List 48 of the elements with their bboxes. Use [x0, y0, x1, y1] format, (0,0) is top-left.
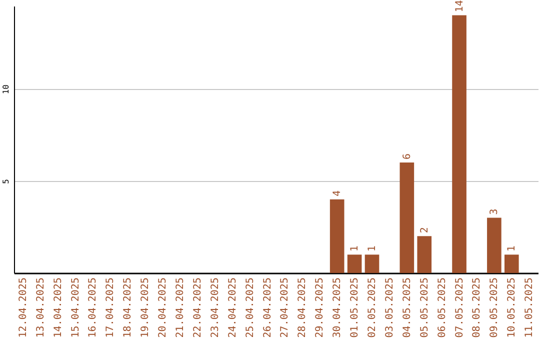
- bar: [364, 254, 380, 273]
- x-tick-label: 26.04.2025: [262, 278, 274, 338]
- x-tick-label: 05.05.2025: [419, 278, 430, 338]
- x-tick-label: 10.05.2025: [506, 278, 518, 338]
- x-tick-label: 30.04.2025: [332, 278, 344, 338]
- bar: [487, 218, 502, 273]
- x-tick-label: 02.05.2025: [367, 278, 378, 338]
- bar: [330, 199, 344, 273]
- data-label: 2: [419, 227, 430, 234]
- x-tick-label: 03.05.2025: [384, 278, 396, 338]
- x-tick-label: 04.05.2025: [402, 278, 413, 338]
- x-tick-label: 18.04.2025: [122, 278, 134, 338]
- y-tick-label: 10: [2, 84, 10, 94]
- x-tick-label: 01.05.2025: [350, 278, 361, 338]
- bar: [417, 236, 432, 273]
- x-tick-label: 24.04.2025: [227, 278, 238, 338]
- x-tick-label: 29.04.2025: [314, 278, 326, 338]
- data-label: 14: [454, 0, 466, 12]
- x-tick-label: 22.04.2025: [192, 278, 204, 338]
- x-tick-label: 15.04.2025: [70, 278, 82, 338]
- bar: [452, 15, 466, 273]
- x-tick-label: 06.05.2025: [436, 278, 448, 338]
- x-tick-label: 25.04.2025: [244, 278, 256, 338]
- data-label: 1: [506, 246, 518, 252]
- data-label: 4: [332, 190, 344, 196]
- data-label: 1: [350, 246, 361, 252]
- x-tick-label: 21.04.2025: [174, 278, 186, 338]
- x-tick-label: 20.04.2025: [158, 278, 169, 338]
- x-tick-label: 16.04.2025: [88, 278, 99, 338]
- x-tick-label: 23.04.2025: [210, 278, 221, 338]
- x-tick-label: 12.04.2025: [18, 278, 29, 338]
- data-label: 3: [489, 208, 500, 215]
- data-label: 6: [402, 153, 413, 160]
- x-tick-label: 27.04.2025: [280, 278, 291, 338]
- y-tick-label: 5: [2, 178, 10, 184]
- x-tick-label: 14.04.2025: [52, 278, 64, 338]
- x-tick-label: 07.05.2025: [454, 278, 466, 338]
- x-tick-label: 08.05.2025: [472, 278, 483, 338]
- bar: [504, 254, 519, 273]
- x-tick-label: 19.04.2025: [140, 278, 152, 338]
- x-tick-label: 09.05.2025: [489, 278, 500, 338]
- x-tick-label: 13.04.2025: [35, 278, 46, 338]
- data-label: 1: [367, 246, 378, 252]
- x-tick-label: 11.05.2025: [524, 278, 536, 338]
- x-tick-label: 17.04.2025: [105, 278, 116, 338]
- bar: [347, 254, 362, 273]
- bar: [400, 162, 414, 273]
- x-tick-label: 28.04.2025: [297, 278, 308, 338]
